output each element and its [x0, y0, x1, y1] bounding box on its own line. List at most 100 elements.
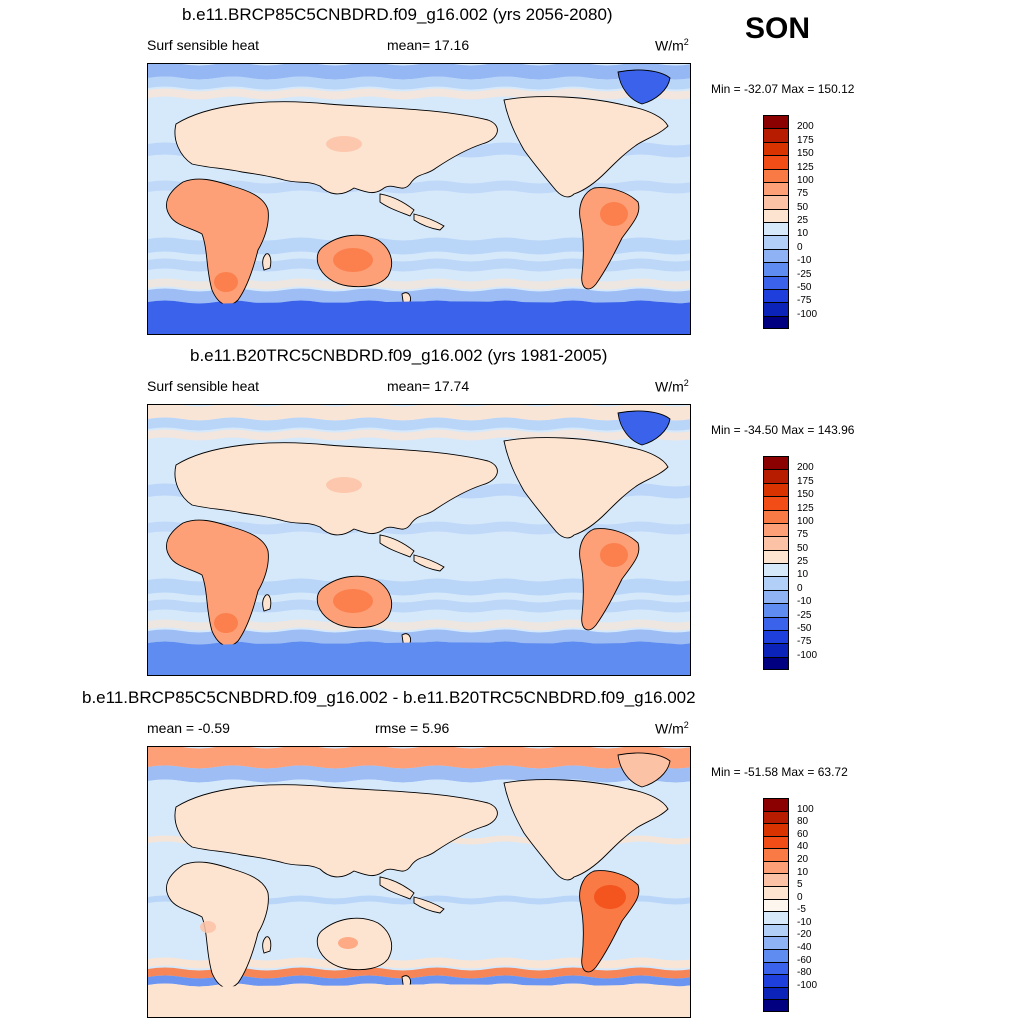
colorbar-tick-label: -5 [797, 904, 806, 916]
panel-3-title: b.e11.BRCP85C5CNBDRD.f09_g16.002 - b.e11… [82, 688, 696, 707]
colorbar-swatch [763, 456, 789, 470]
colorbar-swatch [763, 936, 789, 949]
ocean-contour-band [148, 278, 690, 290]
colorbar-swatch [763, 629, 789, 644]
panel-3-mean-label: mean = -0.59 [147, 720, 230, 736]
panel-1-map [147, 63, 691, 335]
colorbar-swatch [763, 482, 789, 497]
heat-contour [594, 885, 626, 909]
heat-contour [333, 248, 373, 272]
land-antarctica [148, 984, 690, 1017]
colorbar-swatch [763, 603, 789, 617]
panel-3-minmax: Min = -51.58 Max = 63.72 [711, 765, 848, 779]
panel-2-unit-label: W/m2 [655, 378, 689, 395]
land-africa [166, 178, 269, 306]
land-greenland [617, 752, 671, 788]
colorbar-swatch [763, 155, 789, 169]
colorbar-tick-label: 0 [797, 582, 803, 594]
colorbar-swatch [763, 873, 789, 887]
colorbar-tick-label: -80 [797, 967, 812, 979]
panel-2-minmax: Min = -34.50 Max = 143.96 [711, 423, 855, 437]
colorbar-swatch [763, 248, 789, 263]
colorbar-tick-label: 5 [797, 879, 803, 891]
colorbar-swatch [763, 961, 789, 975]
colorbar-swatch [763, 798, 789, 811]
colorbar-tick-label: -10 [797, 916, 812, 928]
panel-2-map [147, 404, 691, 676]
land-africa [166, 861, 269, 989]
heat-contour [200, 921, 216, 933]
panel-1-variable-label: Surf sensible heat [147, 37, 260, 53]
colorbar-tick-label: -25 [797, 268, 812, 280]
colorbar-swatch [763, 549, 789, 563]
colorbar-tick-label: 150 [797, 148, 814, 160]
colorbar-swatch [763, 469, 789, 483]
season-label: SON [745, 12, 811, 45]
colorbar-tick-label: 125 [797, 502, 814, 514]
colorbar-tick-label: 80 [797, 816, 809, 828]
colorbar-swatch [763, 860, 789, 874]
world-map-field [148, 747, 690, 1017]
colorbar-tick-label: -50 [797, 281, 812, 293]
ocean-contour-band [148, 258, 690, 272]
ocean-contour-band [148, 967, 690, 979]
land-seasia [379, 534, 445, 572]
ocean-contour-band [148, 629, 690, 645]
colorbar-tick-label: 200 [797, 462, 814, 474]
colorbar-swatch [763, 536, 789, 550]
panel-3-map [147, 746, 691, 1018]
land-madagascar [262, 936, 272, 954]
world-map-field [148, 405, 690, 675]
colorbar-tick-label: 100 [797, 803, 814, 815]
land-seasia [379, 876, 445, 914]
land-namerica [503, 779, 669, 881]
ocean-contour-band [148, 64, 690, 80]
colorbar-tick-label: -20 [797, 929, 812, 941]
colorbar-swatch [763, 563, 789, 577]
panel-1-colorbar [763, 115, 789, 329]
ocean-contour-band [148, 957, 690, 969]
ocean-contour-band [148, 747, 690, 769]
land-antarctica [148, 301, 690, 334]
ocean-contour-band [148, 76, 690, 90]
colorbar-swatch [763, 576, 789, 590]
colorbar-swatch [763, 643, 789, 657]
colorbar-tick-label: -75 [797, 636, 812, 648]
colorbar-tick-label: 75 [797, 529, 809, 541]
heat-contour [214, 272, 238, 292]
colorbar-tick-label: 60 [797, 828, 809, 840]
colorbar-swatch [763, 522, 789, 537]
ocean-contour-band [148, 765, 690, 783]
colorbar-swatch [763, 496, 789, 510]
land-antarctica [148, 642, 690, 675]
colorbar-swatch [763, 911, 789, 924]
panel-3-rmse-label: rmse = 5.96 [375, 720, 450, 736]
panel-2-mean-label: mean= 17.74 [387, 378, 470, 394]
heat-contour [338, 937, 358, 949]
colorbar-swatch [763, 302, 789, 316]
land-madagascar [262, 253, 272, 271]
colorbar-tick-label: -10 [797, 596, 812, 608]
colorbar-tick-label: 100 [797, 174, 814, 186]
colorbar-swatch [763, 509, 789, 523]
colorbar-swatch [763, 923, 789, 937]
ocean-contour-band [148, 599, 690, 613]
heat-contour [326, 477, 362, 493]
colorbar-swatch [763, 262, 789, 276]
land-namerica [503, 96, 669, 198]
colorbar-swatch [763, 275, 789, 289]
colorbar-tick-label: 175 [797, 134, 814, 146]
panel-1-minmax: Min = -32.07 Max = 150.12 [711, 82, 855, 96]
colorbar-swatch [763, 810, 789, 824]
heat-contour [326, 136, 362, 152]
ocean-contour-band [148, 578, 690, 596]
panel-1-unit-label: W/m2 [655, 37, 689, 54]
land-greenland [617, 410, 671, 446]
colorbar-swatch [763, 823, 789, 836]
colorbar-tick-label: 125 [797, 161, 814, 173]
colorbar-tick-label: 50 [797, 201, 809, 213]
colorbar-tick-label: 150 [797, 489, 814, 501]
ocean-contour-band [148, 237, 690, 255]
colorbar-swatch [763, 181, 789, 196]
ocean-contour-band [148, 975, 690, 987]
